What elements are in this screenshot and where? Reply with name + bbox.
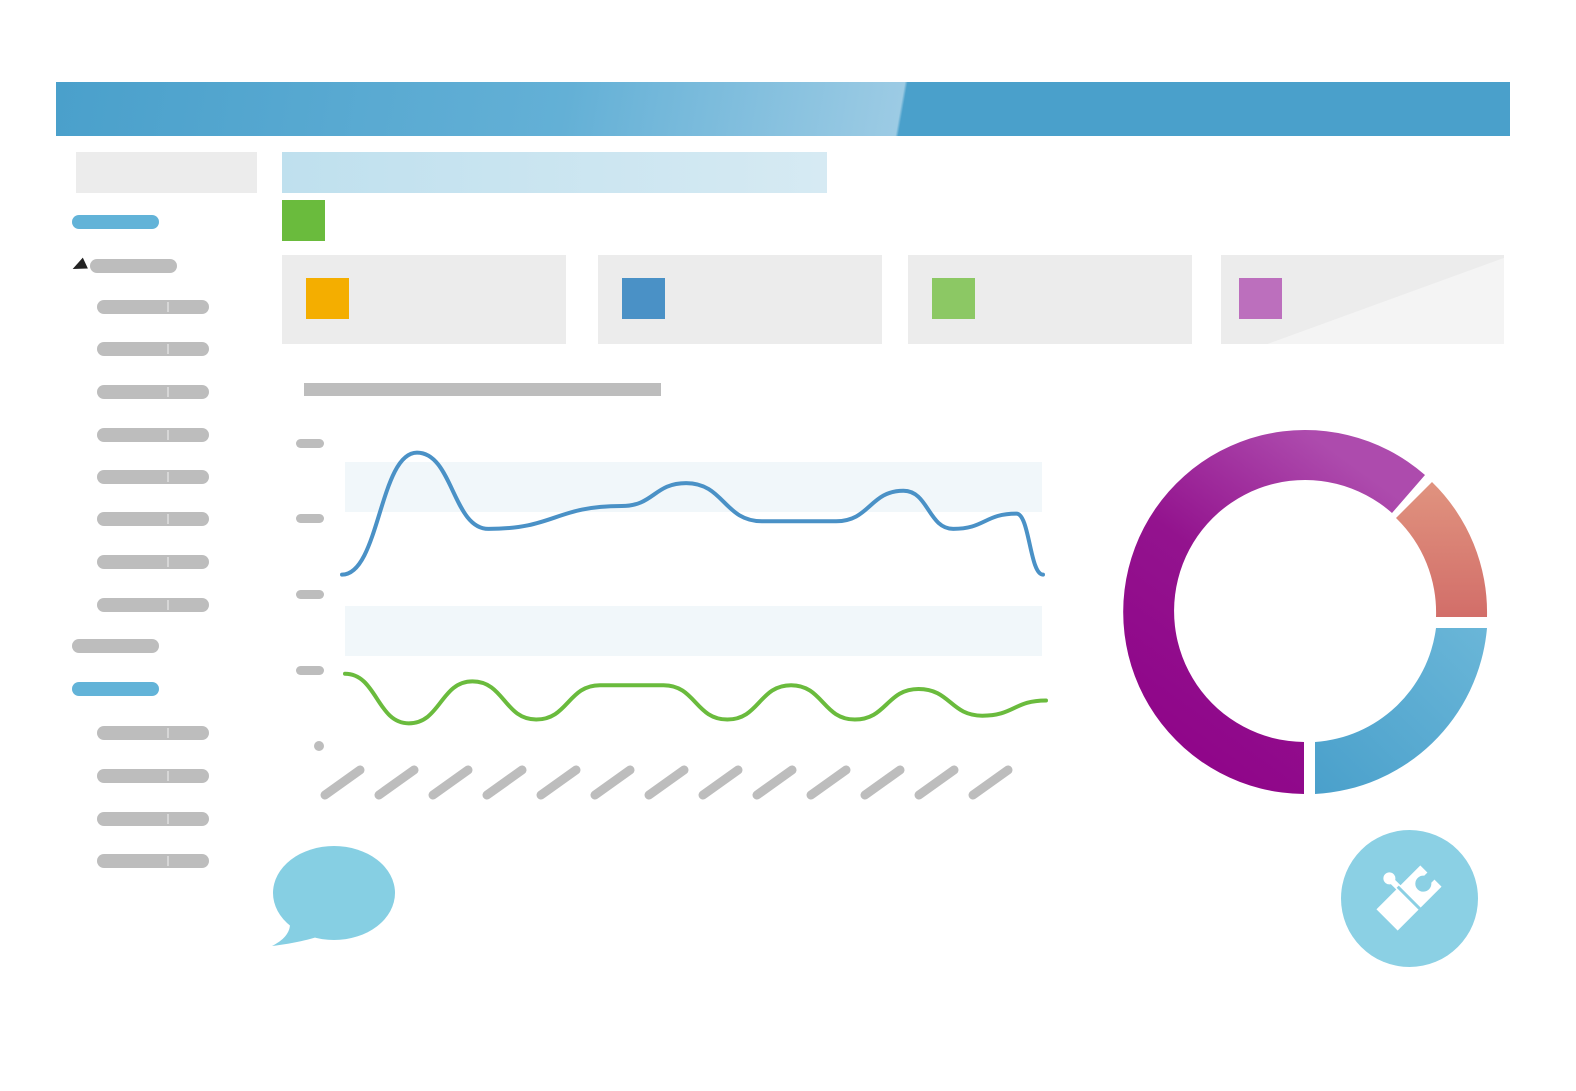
page-title — [282, 152, 827, 193]
sidebar-subitem[interactable] — [97, 470, 209, 484]
x-tick-label — [806, 765, 851, 800]
chart-band — [345, 606, 1042, 656]
stat-card-3[interactable] — [908, 255, 1192, 344]
x-tick-label — [914, 765, 959, 800]
y-tick-label — [296, 439, 324, 448]
x-tick-label — [860, 765, 905, 800]
x-tick-label — [320, 765, 365, 800]
stat-card-4[interactable] — [1221, 255, 1504, 344]
y-tick-label — [314, 741, 324, 751]
donut-slice-salmon[interactable] — [1396, 482, 1488, 617]
sidebar-subitem[interactable] — [97, 854, 209, 868]
sidebar-subitem[interactable] — [97, 598, 209, 612]
y-tick-label — [296, 666, 324, 675]
x-tick-label — [644, 765, 689, 800]
title-status-badge — [282, 200, 325, 241]
chart-title — [304, 383, 661, 396]
sidebar-item-4[interactable] — [72, 682, 159, 696]
sidebar-subitem[interactable] — [97, 428, 209, 442]
x-tick-label — [482, 765, 527, 800]
y-tick-label — [296, 590, 324, 599]
stat-card-1[interactable] — [282, 255, 566, 344]
sidebar-subitem[interactable] — [97, 512, 209, 526]
x-tick-label — [968, 765, 1013, 800]
sidebar-subitem[interactable] — [97, 726, 209, 740]
x-tick-label — [374, 765, 419, 800]
stat-card-swatch — [932, 278, 975, 319]
x-tick-label — [752, 765, 797, 800]
sidebar-subitem[interactable] — [97, 385, 209, 399]
stat-card-swatch — [1239, 278, 1282, 319]
app-header — [56, 82, 1510, 136]
sidebar-item-2[interactable] — [90, 259, 177, 273]
caret-left-icon[interactable] — [70, 257, 88, 275]
sidebar-subitem[interactable] — [97, 769, 209, 783]
sidebar-item-3[interactable] — [72, 639, 159, 653]
x-tick-label — [590, 765, 635, 800]
series-line-green — [343, 671, 1048, 726]
sidebar-subitem[interactable] — [97, 812, 209, 826]
line-chart — [296, 439, 1048, 800]
stat-card-swatch — [306, 278, 349, 319]
x-tick-label — [698, 765, 743, 800]
sidebar-logo — [76, 152, 257, 193]
x-tick-label — [536, 765, 581, 800]
sidebar-subitem[interactable] — [97, 555, 209, 569]
y-tick-label — [296, 514, 324, 523]
puzzle-button[interactable] — [1341, 830, 1478, 967]
x-tick-label — [428, 765, 473, 800]
sidebar-subitem[interactable] — [97, 342, 209, 356]
donut-slice-purple[interactable] — [1123, 430, 1425, 794]
donut-slice-blue[interactable] — [1315, 628, 1487, 794]
stat-card-2[interactable] — [598, 255, 882, 344]
series-line-blue — [340, 450, 1045, 577]
chat-bubble-icon[interactable] — [268, 840, 408, 955]
donut-chart — [1123, 430, 1488, 794]
puzzle-piece-icon — [1373, 862, 1445, 934]
sidebar-subitem[interactable] — [97, 300, 209, 314]
sidebar-item-1[interactable] — [72, 215, 159, 229]
stat-card-swatch — [622, 278, 665, 319]
